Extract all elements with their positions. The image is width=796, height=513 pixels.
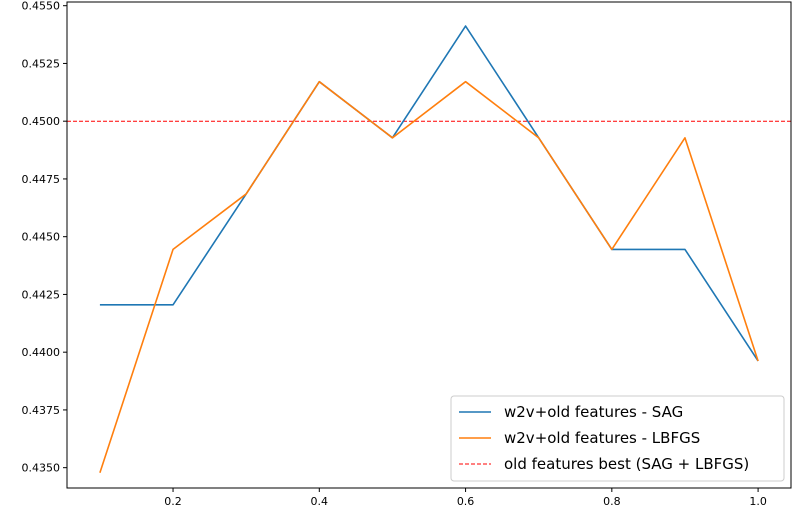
y-tick-label: 0.4350 — [22, 462, 61, 475]
y-tick-label: 0.4525 — [22, 57, 61, 70]
x-axis: 0.2 0.4 0.6 0.8 1.0 — [164, 488, 767, 508]
legend: w2v+old features - SAG w2v+old features -… — [450, 395, 785, 482]
plot-frame — [66, 1, 792, 489]
series-line-0 — [99, 25, 759, 362]
x-tick-label: 0.6 — [457, 495, 475, 508]
x-tick-label: 1.0 — [749, 495, 767, 508]
y-tick-label: 0.4425 — [22, 288, 61, 301]
legend-label-2: old features best (SAG + LBFGS) — [504, 455, 749, 473]
x-tick-label: 0.2 — [164, 495, 182, 508]
y-tick-label: 0.4450 — [22, 231, 61, 244]
x-tick-label: 0.4 — [311, 495, 329, 508]
legend-label-0: w2v+old features - SAG — [504, 403, 683, 421]
series-line-1 — [99, 80, 759, 473]
y-axis: 0.4350 0.4375 0.4400 0.4425 0.4450 0.4475 0.45… — [22, 0, 67, 475]
y-tick-label: 0.4500 — [22, 115, 61, 128]
legend-label-1: w2v+old features - LBFGS — [504, 429, 700, 447]
legend-box — [450, 395, 785, 482]
y-tick-label: 0.4375 — [22, 404, 61, 417]
y-tick-label: 0.4400 — [22, 346, 61, 359]
y-tick-label: 0.4550 — [22, 0, 61, 13]
x-tick-label: 0.8 — [603, 495, 621, 508]
plot-area — [66, 1, 792, 489]
y-tick-label: 0.4475 — [22, 173, 61, 186]
